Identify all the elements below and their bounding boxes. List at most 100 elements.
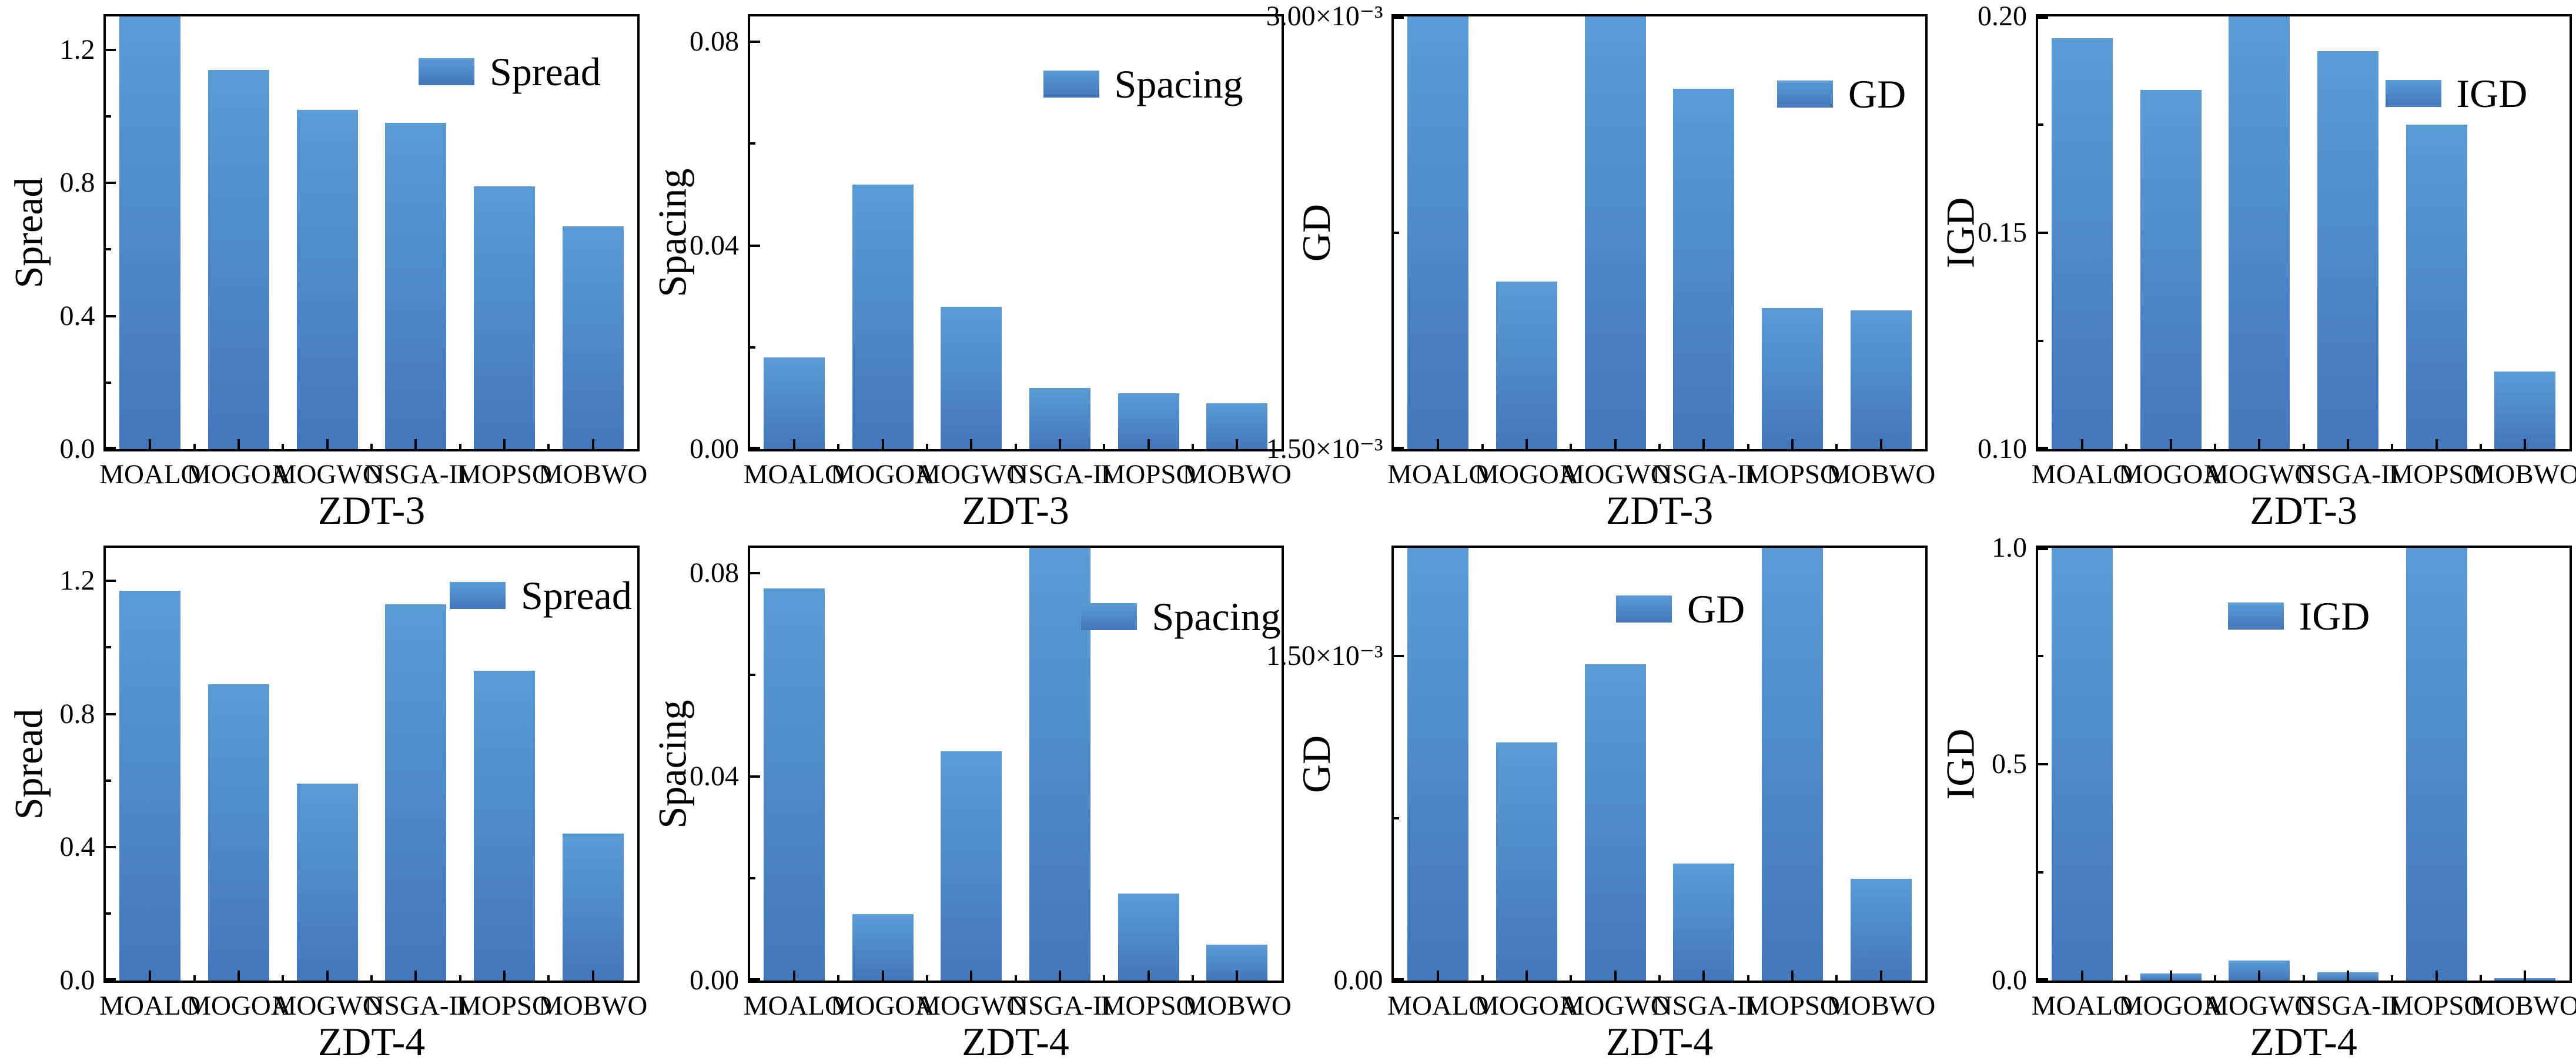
legend: GD [1616, 589, 1745, 629]
bar-mogoa [2140, 90, 2202, 449]
bar-mogwo [1584, 16, 1646, 449]
y-major-tick [106, 182, 116, 185]
bar-mogoa [1496, 282, 1557, 449]
x-minor-tick [2302, 975, 2305, 981]
x-major-tick [326, 970, 329, 981]
y-minor-tick [1394, 817, 1399, 819]
bar-mogwo [296, 109, 358, 449]
category-label: NSGA-II [2296, 459, 2400, 490]
plot-area [2035, 545, 2572, 983]
y-tick-label: 1.50×10⁻³ [1266, 640, 1383, 671]
x-major-tick [1058, 439, 1061, 449]
x-axis-title: ZDT-4 [317, 1019, 426, 1064]
y-axis-title: Spread [4, 546, 53, 983]
bar-mogwo [296, 784, 358, 981]
y-tick-label: 0.04 [690, 229, 739, 261]
x-axis-title: ZDT-4 [2250, 1019, 2357, 1064]
bar-mogwo [941, 306, 1002, 449]
chart-panel: Spacing Spacing ZDT-3 MOALO MOGOA MOGWO NSG… [644, 0, 1292, 531]
category-label: MOGOA [186, 459, 291, 490]
y-minor-tick [2038, 123, 2043, 126]
chart-panel: Spacing Spacing ZDT-4 MOALO MOGOA MOGWO NSG… [644, 531, 1292, 1062]
bar-mogoa [1496, 742, 1557, 981]
x-minor-tick [370, 444, 373, 449]
y-minor-tick [1394, 232, 1399, 234]
plot-area [1391, 14, 1928, 451]
bar-mopso [1762, 307, 1823, 449]
x-minor-tick [1103, 975, 1106, 981]
x-major-tick [591, 970, 594, 981]
y-tick-label: 1.2 [59, 34, 95, 65]
x-major-tick [1147, 970, 1150, 981]
y-minor-tick [106, 646, 111, 649]
legend: Spread [450, 576, 632, 615]
bar-mopso [474, 186, 535, 449]
x-major-tick [2258, 439, 2261, 449]
x-major-tick [970, 970, 973, 981]
category-label: MOALO [99, 459, 201, 490]
category-label: MOALO [743, 459, 845, 490]
bar-moalo [1407, 16, 1469, 449]
legend-swatch [1777, 81, 1833, 108]
x-major-tick [2524, 439, 2527, 449]
chart-panel: IGD IGD ZDT-4 MOALO MOGOA MOGWO NSGA-II MOPS… [1932, 531, 2576, 1062]
x-major-tick [2080, 970, 2083, 981]
plot-area [747, 545, 1284, 983]
x-major-tick [1147, 439, 1150, 449]
x-minor-tick [925, 975, 928, 981]
category-label: MOGWO [2204, 459, 2315, 490]
y-major-tick [750, 775, 760, 778]
y-major-tick [106, 846, 116, 849]
x-major-tick [414, 439, 417, 449]
x-minor-tick [837, 975, 840, 981]
y-tick-label: 0.15 [1978, 217, 2027, 248]
x-major-tick [591, 439, 594, 449]
bar-mogwo [2229, 16, 2290, 449]
x-minor-tick [2479, 975, 2482, 981]
x-major-tick [237, 970, 240, 981]
x-minor-tick [1570, 444, 1573, 449]
x-minor-tick [547, 444, 550, 449]
bar-mogoa [852, 184, 914, 449]
bar-mopso [474, 670, 535, 981]
x-minor-tick [1570, 975, 1573, 981]
legend: Spacing [1080, 597, 1281, 637]
y-minor-tick [750, 142, 755, 145]
x-minor-tick [2125, 975, 2128, 981]
category-label: MOPSO [2388, 990, 2484, 1021]
x-major-tick [1525, 970, 1528, 981]
bar-moalo [119, 16, 181, 449]
x-minor-tick [1014, 444, 1017, 449]
x-major-tick [2080, 439, 2083, 449]
y-axis-title-text: IGD [1938, 197, 1983, 269]
x-minor-tick [1658, 444, 1661, 449]
category-label: MOBWO [1182, 990, 1292, 1021]
x-major-tick [2435, 970, 2438, 981]
y-tick-label: 0.04 [690, 761, 739, 792]
y-tick-label: 0.5 [1992, 748, 2027, 779]
x-minor-tick [1658, 975, 1661, 981]
bar-mobwo [562, 226, 624, 449]
y-axis-title-text: Spread [6, 708, 51, 819]
bar-mopso [1762, 547, 1823, 981]
bar-nsga-ii [1029, 388, 1090, 449]
x-major-tick [2169, 970, 2172, 981]
category-label: MOPSO [1100, 990, 1196, 1021]
y-major-tick [106, 447, 116, 449]
x-major-tick [1614, 970, 1617, 981]
bar-moalo [2051, 38, 2113, 449]
y-major-tick [106, 314, 116, 317]
category-label: MOPSO [1745, 459, 1840, 490]
x-minor-tick [2479, 444, 2482, 449]
x-minor-tick [2213, 975, 2216, 981]
y-tick-label: 0.10 [1978, 433, 2027, 464]
x-major-tick [503, 439, 506, 449]
bar-nsga-ii [1673, 88, 1735, 449]
y-tick-label: 0.08 [690, 557, 739, 588]
y-axis-title-text: Spread [6, 177, 51, 289]
x-major-tick [149, 439, 152, 449]
y-tick-label: 0.00 [1333, 964, 1383, 996]
x-minor-tick [2391, 975, 2394, 981]
category-label: NSGA-II [364, 990, 467, 1021]
x-major-tick [1236, 439, 1239, 449]
